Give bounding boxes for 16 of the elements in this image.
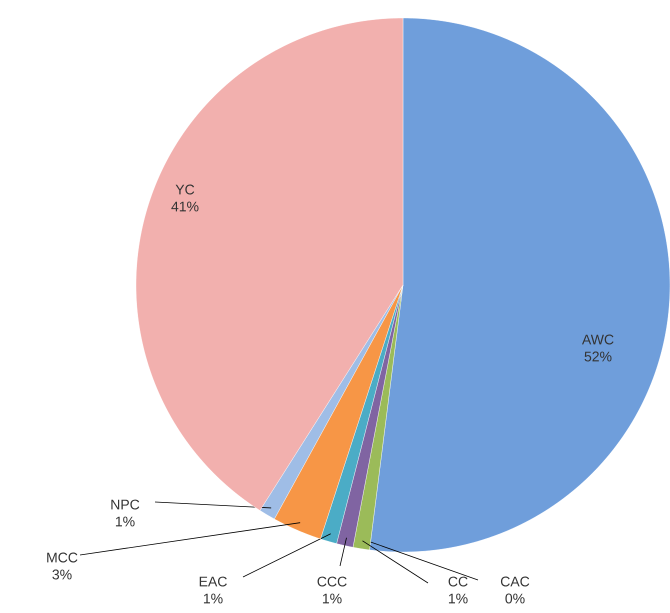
slice-label: AWC [582, 334, 614, 344]
text: 0% [505, 594, 525, 604]
slice-label: CCC [318, 576, 347, 586]
slice-label: EAC [200, 576, 227, 586]
data-label: 3% [52, 570, 72, 580]
data-label: 41% [171, 202, 199, 212]
slice-label: NPC [111, 500, 140, 510]
data-label: 1% [322, 594, 342, 604]
slice-label: YC [176, 184, 194, 194]
data-label: 52% [584, 352, 612, 362]
slice-label: MCC [47, 552, 78, 562]
category-label: CAC [500, 576, 530, 586]
data-label: 1% [116, 516, 135, 526]
data-label: 1% [448, 594, 468, 604]
slice-label: CC [448, 576, 468, 586]
data-label: 1% [204, 594, 223, 604]
